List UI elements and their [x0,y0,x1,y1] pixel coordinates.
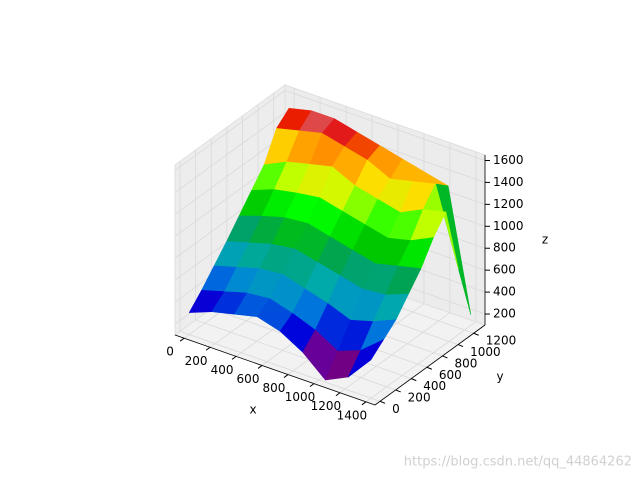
axis-line [174,334,376,406]
y-tick [442,355,448,359]
z-tick-label: 400 [493,285,516,299]
z-tick-label: 1600 [493,153,524,167]
y-tick-label: 0 [392,402,400,416]
axis-line [374,324,486,406]
y-tick-label: 600 [439,368,462,382]
x-tick-label: 0 [166,345,174,359]
y-tick-label: 200 [408,390,431,404]
y-tick [426,366,433,370]
grid-line [174,134,286,215]
y-tick [411,378,417,382]
x-tick [231,355,237,360]
x-tick-label: 400 [211,363,234,377]
x-tick [205,346,211,351]
x-tick-label: 200 [185,354,208,368]
y-tick-label: 1000 [470,345,501,359]
x-tick-label: 1000 [285,390,316,404]
y-tick-label: 800 [454,356,477,370]
y-tick [473,332,479,336]
surface [188,108,472,381]
x-tick-label: 600 [237,372,260,386]
x-tick [179,337,185,342]
y-tick [379,400,386,404]
z-tick-label: 800 [493,241,516,255]
grid-line [365,321,477,403]
y-tick-label: 1200 [486,334,517,348]
x-tick [257,365,263,369]
x-axis-label: x [249,403,256,417]
x-tick [283,374,289,378]
x-tick [361,401,367,406]
x-tick-label: 1200 [311,399,342,413]
z-tick-label: 1000 [493,219,524,233]
y-axis-label: y [496,370,503,384]
grid-line [339,312,451,394]
z-axis-label: z [542,233,548,247]
grid-line [195,319,396,391]
y-tick-label: 400 [423,379,446,393]
grid-line [179,330,381,402]
grid-line [284,90,486,161]
z-tick-label: 1200 [493,197,524,211]
x-tick-label: 1400 [337,408,368,422]
z-tick-label: 600 [493,263,516,277]
grid-line [174,90,286,171]
x-tick [335,392,341,397]
y-tick [457,344,464,348]
grid-line [174,112,286,193]
z-tick-label: 200 [493,307,516,321]
surface-patch [347,339,384,378]
x-tick-label: 800 [263,381,286,395]
y-tick [395,389,401,393]
watermark: https://blog.csdn.net/qq_44864262 [404,455,632,470]
x-tick [309,383,315,388]
z-tick-label: 1400 [493,175,524,189]
